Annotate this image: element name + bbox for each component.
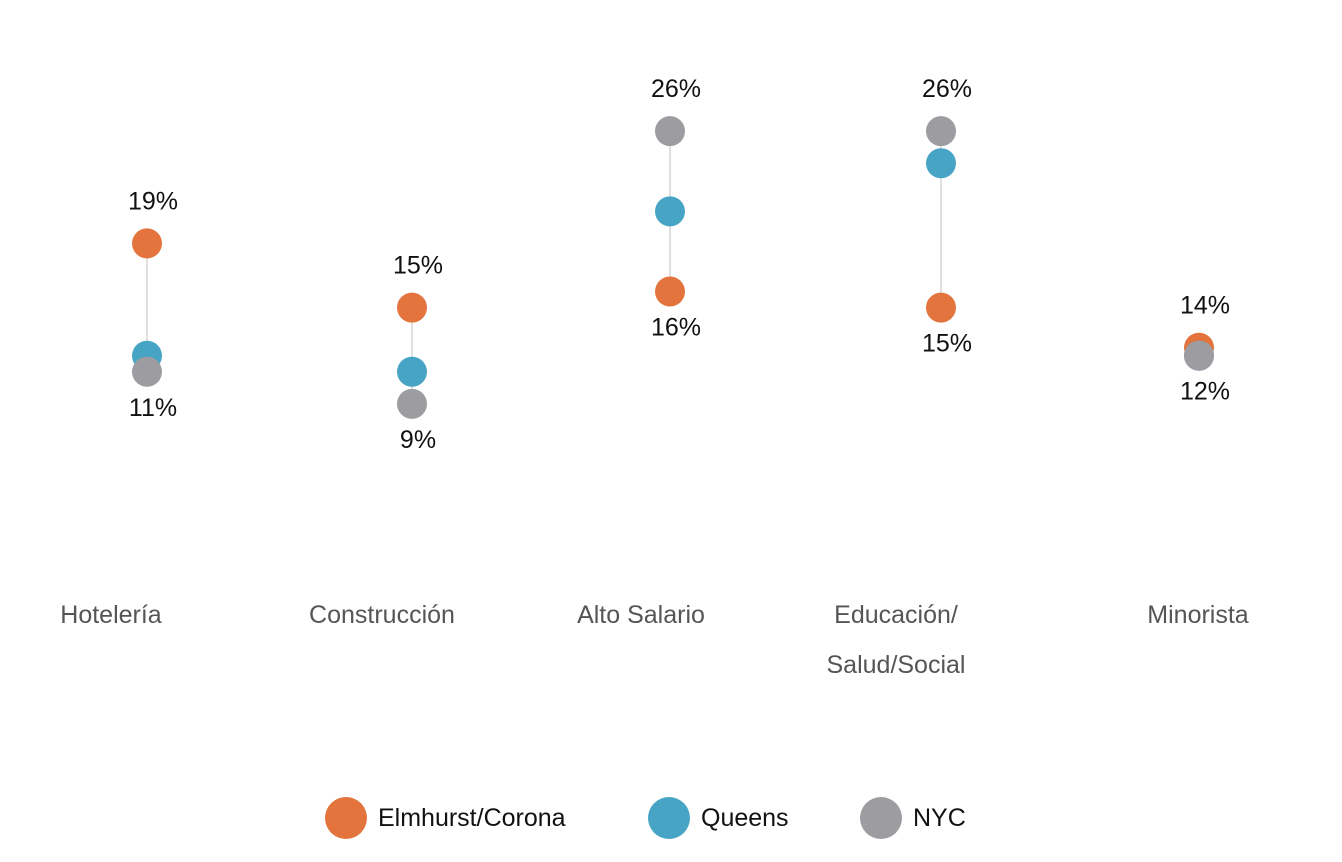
category-label: Construcción: [309, 601, 455, 629]
value-labels: 19% 11% 15% 9% 26% 16% 26% 15% 14% 12%: [128, 75, 1230, 454]
category-label: Minorista: [1147, 601, 1249, 629]
legend-swatch: [860, 797, 902, 839]
data-label: 15%: [393, 252, 443, 280]
data-points: [132, 116, 1214, 419]
legend: Elmhurst/Corona Queens NYC: [325, 797, 966, 839]
category-label: Hotelería: [60, 601, 162, 629]
data-point-elmhurst-corona: [926, 292, 956, 323]
data-label: 12%: [1180, 378, 1230, 406]
legend-label: NYC: [913, 804, 966, 832]
data-point-elmhurst-corona: [132, 228, 162, 259]
category-label: Alto Salario: [577, 601, 705, 629]
category-axis-labels: Hotelería Construcción Alto Salario Educaci…: [60, 601, 1249, 679]
data-label: 26%: [922, 75, 972, 103]
data-point-queens: [397, 356, 427, 387]
data-point-nyc: [132, 356, 162, 387]
data-point-elmhurst-corona: [655, 276, 685, 307]
data-point-queens: [655, 196, 685, 227]
data-point-nyc: [397, 388, 427, 419]
data-label: 16%: [651, 314, 701, 342]
data-label: 15%: [922, 330, 972, 358]
data-point-elmhurst-corona: [397, 292, 427, 323]
data-point-nyc: [926, 116, 956, 147]
data-point-queens: [926, 148, 956, 179]
category-label: Educación/Salud/Social: [827, 601, 966, 679]
connector-lines: [146, 131, 1200, 404]
data-label: 14%: [1180, 292, 1230, 320]
legend-swatch: [648, 797, 690, 839]
data-label: 11%: [129, 394, 177, 422]
data-point-nyc: [655, 116, 685, 147]
data-label: 9%: [400, 426, 436, 454]
legend-swatch: [325, 797, 367, 839]
data-label: 26%: [651, 75, 701, 103]
data-label: 19%: [128, 187, 178, 215]
legend-label: Queens: [701, 804, 789, 832]
data-point-nyc: [1184, 340, 1214, 371]
legend-label: Elmhurst/Corona: [378, 804, 566, 832]
